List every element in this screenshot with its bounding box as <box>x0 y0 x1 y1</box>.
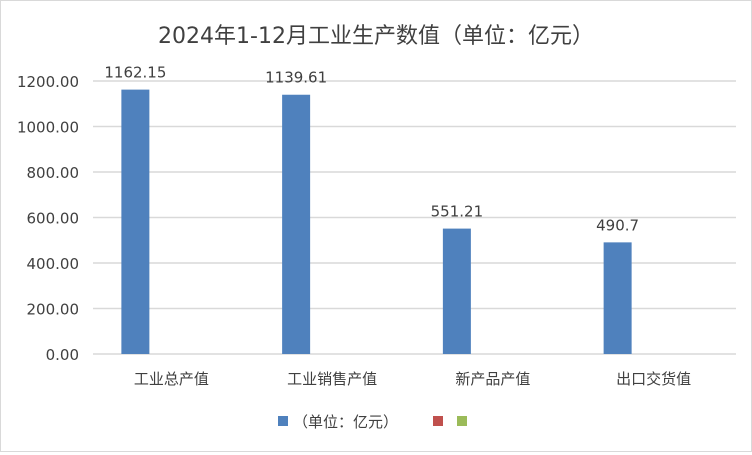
data-label: 551.21 <box>431 203 484 221</box>
legend-swatch <box>457 416 467 426</box>
x-tick-label: 出口交货值 <box>616 370 691 388</box>
y-tick-label: 1200.00 <box>17 73 79 91</box>
legend-swatch <box>278 416 288 426</box>
y-tick-label: 0.00 <box>46 346 79 364</box>
bar[interactable] <box>282 94 311 355</box>
y-tick-label: 1000.00 <box>17 119 79 137</box>
y-tick-label: 600.00 <box>27 210 80 228</box>
x-tick-label: 新产品产值 <box>455 370 530 388</box>
bar[interactable] <box>121 89 150 355</box>
x-tick-label: 工业总产值 <box>134 370 209 388</box>
data-label: 1162.15 <box>104 64 166 82</box>
y-tick-label: 400.00 <box>27 255 80 273</box>
legend-swatch <box>433 416 443 426</box>
bar[interactable] <box>442 228 471 354</box>
chart-title: 2024年1-12月工业生产数值（单位：亿元） <box>158 24 594 49</box>
x-tick-label: 工业销售产值 <box>287 370 377 388</box>
data-label: 490.7 <box>596 216 639 234</box>
y-tick-label: 200.00 <box>27 301 80 319</box>
bar[interactable] <box>603 242 632 354</box>
y-tick-label: 800.00 <box>27 164 80 182</box>
data-label: 1139.61 <box>265 69 327 87</box>
legend-label: （单位：亿元） <box>293 413 398 431</box>
